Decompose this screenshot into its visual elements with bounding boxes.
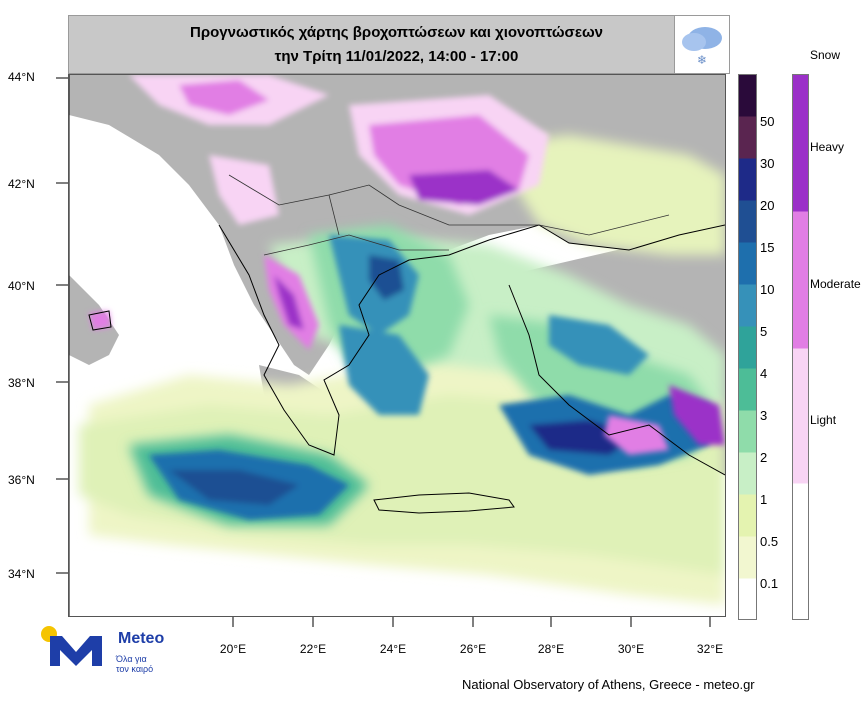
rain-legend-label: 0.5 (760, 534, 779, 549)
rain-legend-label: 20 (760, 198, 775, 213)
lat-label: 38°N (8, 376, 35, 390)
rain-legend-label: 4 (760, 366, 768, 381)
lon-label: 24°E (379, 642, 407, 656)
brand-tagline: Όλα για (116, 654, 147, 664)
rain-legend-label: 50 (760, 114, 775, 129)
precipitation-map (68, 74, 726, 617)
rain-legend-bar (738, 74, 757, 620)
map-title: Προγνωστικός χάρτης βροχοπτώσεων και χιο… (190, 24, 603, 41)
coastlines (69, 75, 725, 616)
rain-legend-label: 5 (760, 324, 768, 339)
lon-label: 28°E (537, 642, 565, 656)
meteo-m-logo-icon (41, 626, 102, 666)
rain-legend-label: 30 (760, 156, 775, 171)
snow-legend-label: Light (810, 413, 837, 427)
lat-label: 34°N (8, 567, 35, 581)
lon-label: 22°E (299, 642, 327, 656)
lat-label: 40°N (8, 279, 35, 293)
rain-legend-label: 2 (760, 450, 768, 465)
map-subtitle: την Τρίτη 11/01/2022, 14:00 - 17:00 (274, 48, 519, 65)
snow-layer (89, 75, 725, 455)
snow-legend-label: Moderate (810, 277, 861, 291)
country-borders (228, 174, 670, 256)
map-header: Προγνωστικός χάρτης βροχοπτώσεων και χιο… (68, 15, 725, 74)
lat-label: 42°N (8, 177, 35, 191)
rain-legend-label: 10 (760, 282, 775, 297)
rain-legend-label: 1 (760, 492, 768, 507)
map-canvas (69, 75, 725, 616)
rain-legend-label: 3 (760, 408, 768, 423)
snow-icon-box: ❄ (674, 15, 730, 74)
source-credit: National Observatory of Athens, Greece -… (462, 677, 755, 692)
rain-legend-label: 15 (760, 240, 775, 255)
lat-label: 44°N (8, 70, 35, 84)
snow-legend-title: Snow (810, 48, 841, 62)
lat-tick-marks (56, 77, 68, 574)
snow-cloud-icon: ❄ (682, 27, 722, 67)
rain-legend-label: 0.1 (760, 576, 779, 591)
snow-legend-bar (792, 74, 809, 620)
lon-label: 30°E (617, 642, 645, 656)
lat-label: 36°N (8, 473, 35, 487)
lon-label: 20°E (219, 642, 247, 656)
lon-label: 26°E (459, 642, 487, 656)
brand-tagline: τον καιρό (116, 664, 154, 674)
snow-legend-label: Heavy (810, 140, 845, 154)
svg-text:❄: ❄ (697, 53, 707, 67)
brand-name: Meteo (118, 630, 165, 647)
lon-tick-marks (232, 617, 711, 627)
lon-label: 32°E (696, 642, 724, 656)
